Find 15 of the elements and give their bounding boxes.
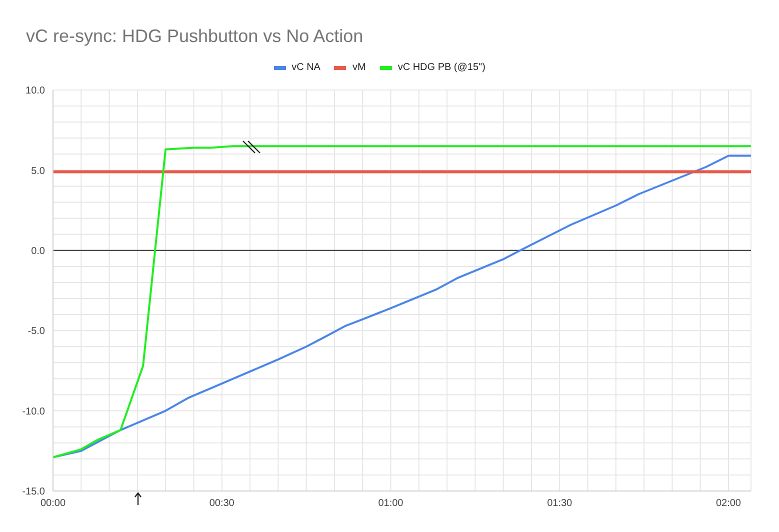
y-tick-label: 5.0 [31, 166, 46, 177]
y-tick-label: 10.0 [26, 86, 46, 97]
x-tick-label: 00:30 [209, 498, 235, 510]
x-tick-label: 02:00 [716, 498, 742, 510]
x-tick-label: 01:30 [547, 498, 573, 510]
legend-label: vM [351, 62, 366, 73]
legend-label: vC NA [290, 62, 320, 73]
y-tick-label: -15.0 [22, 486, 46, 498]
x-tick-label: 00:00 [40, 498, 66, 510]
y-tick-label: -5.0 [28, 326, 46, 338]
y-tick-label: -10.0 [22, 406, 46, 418]
y-tick-label: 0.0 [31, 246, 46, 257]
x-tick-label: 01:00 [378, 498, 404, 510]
legend-label: vC HDG PB (@15") [396, 62, 486, 73]
chart-title: vC re-sync: HDG Pushbutton vs No Action [25, 25, 364, 48]
